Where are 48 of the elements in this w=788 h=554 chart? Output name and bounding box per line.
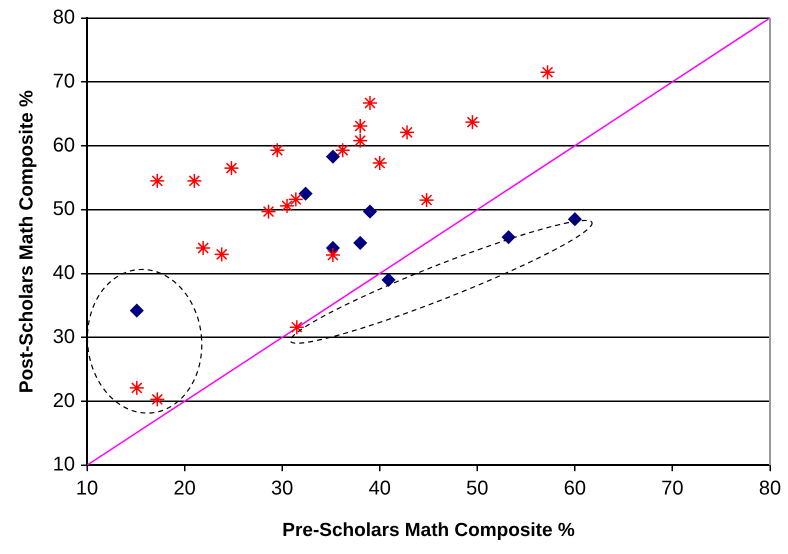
x-tick-label: 70: [661, 478, 684, 500]
point: [502, 230, 516, 244]
x-tick-label: 40: [368, 478, 391, 500]
point: [362, 95, 378, 111]
point: [353, 236, 367, 250]
point: [260, 204, 276, 220]
y-tick-label: 40: [52, 262, 76, 284]
point: [363, 204, 377, 218]
point: [382, 273, 396, 287]
y-tick-label: 50: [52, 198, 76, 220]
x-tick-label: 10: [76, 478, 98, 500]
point: [186, 173, 202, 189]
point: [270, 142, 286, 158]
point: [334, 142, 350, 158]
point: [298, 186, 312, 200]
y-tick-label: 60: [52, 134, 76, 156]
point: [352, 132, 368, 148]
point: [372, 155, 388, 171]
point: [289, 319, 305, 335]
point: [399, 124, 415, 140]
point: [568, 212, 582, 226]
x-tick-label: 60: [564, 478, 586, 500]
point: [288, 192, 304, 208]
x-tick-label: 80: [758, 478, 782, 500]
point: [224, 160, 240, 176]
point: [418, 192, 434, 208]
y-tick-label: 80: [52, 6, 76, 29]
point: [540, 64, 556, 80]
x-axis-title: Pre-Scholars Math Composite %: [282, 520, 575, 541]
point: [279, 198, 295, 214]
point: [150, 392, 166, 408]
y-tick-label: 70: [52, 70, 76, 92]
x-tick-label: 20: [173, 478, 196, 500]
y-tick-label: 20: [52, 390, 76, 412]
x-tick-label: 30: [271, 478, 294, 500]
point: [129, 380, 145, 396]
point: [130, 304, 144, 318]
y-axis-title: Post-Scholars Math Composite %: [16, 90, 38, 394]
point: [214, 246, 230, 262]
point: [195, 240, 211, 256]
point: [352, 118, 368, 134]
y-tick-label: 10: [52, 454, 76, 476]
point: [326, 150, 340, 164]
x-tick-label: 50: [466, 478, 488, 500]
point: [464, 114, 480, 130]
y-tick-label: 30: [52, 326, 76, 348]
point: [325, 247, 341, 263]
point: [150, 173, 166, 189]
